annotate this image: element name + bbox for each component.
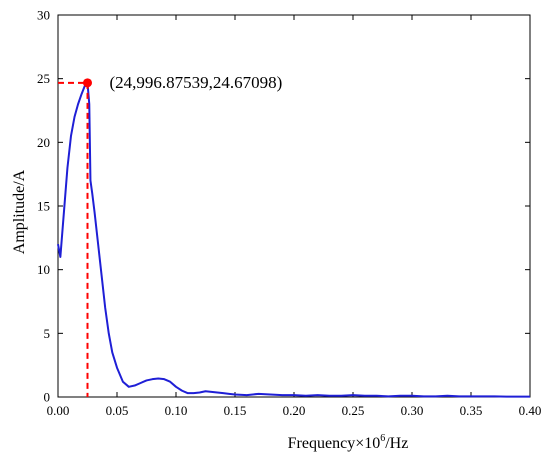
y-tick-label: 15 — [37, 199, 50, 214]
y-tick-label: 30 — [37, 8, 50, 23]
x-tick-label: 0.25 — [342, 403, 365, 418]
y-tick-label: 20 — [37, 135, 50, 150]
spectrum-line — [57, 81, 530, 398]
x-tick-label: 0.40 — [519, 403, 542, 418]
y-axis-title: Amplitude/A — [11, 169, 28, 254]
x-tick-label: 0.00 — [47, 403, 70, 418]
x-tick-label: 0.30 — [401, 403, 424, 418]
peak-marker — [83, 78, 92, 88]
peak-annotation-label: (24,996.87539,24.67098) — [110, 73, 283, 92]
y-tick-label: 25 — [37, 71, 50, 86]
y-tick-label: 0 — [44, 390, 51, 405]
x-tick-label: 0.05 — [106, 403, 129, 418]
x-tick-label: 0.35 — [460, 403, 483, 418]
x-axis-title-superscript: 6 — [380, 433, 385, 444]
x-tick-label: 0.15 — [224, 403, 247, 418]
x-axis-title-suffix: /Hz — [385, 435, 408, 452]
y-tick-label: 10 — [37, 262, 50, 277]
x-axis-title: Frequency×106/Hz — [288, 433, 409, 452]
plot-area: 0.00 0.05 0.10 0.15 0.20 0.25 0.30 0.35 0.40 0 5 10… — [37, 8, 541, 419]
x-tick-label: 0.10 — [165, 403, 188, 418]
x-tick-label: 0.20 — [283, 403, 306, 418]
y-tick-label: 5 — [44, 326, 51, 341]
